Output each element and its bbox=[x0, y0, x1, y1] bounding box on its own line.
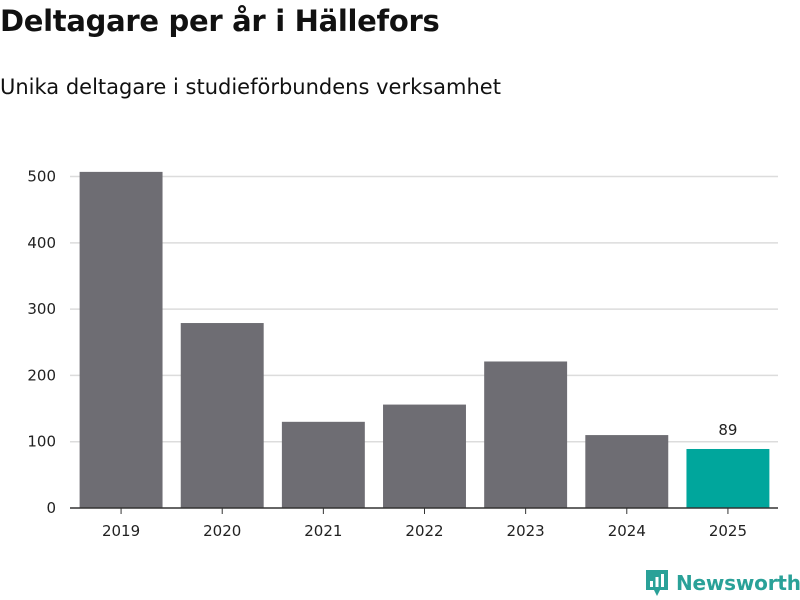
x-tick-label: 2024 bbox=[608, 522, 646, 540]
bar-2021 bbox=[281, 421, 365, 508]
y-tick-label: 300 bbox=[27, 300, 56, 318]
x-tick-label: 2020 bbox=[203, 522, 241, 540]
data-label: 89 bbox=[718, 421, 737, 439]
chart-title: Deltagare per år i Hällefors bbox=[0, 4, 440, 38]
bar-2023 bbox=[484, 361, 568, 508]
bar-2019 bbox=[79, 171, 163, 508]
axes bbox=[70, 507, 778, 514]
brand-name: Newsworthy bbox=[676, 571, 800, 595]
labels: 0 100 200 300 400 500 2019 2020 2021 2022 2023 2024… bbox=[27, 168, 747, 540]
newsworthy-logo: Newsworthy bbox=[644, 568, 800, 598]
bar-2022 bbox=[383, 404, 466, 508]
bars bbox=[79, 171, 770, 508]
bar-2024 bbox=[585, 435, 669, 508]
x-tick-label: 2023 bbox=[507, 522, 545, 540]
x-tick-label: 2022 bbox=[405, 522, 443, 540]
bar-2025 bbox=[686, 448, 770, 508]
y-tick-label: 100 bbox=[27, 433, 56, 451]
x-tick-label: 2019 bbox=[102, 522, 140, 540]
y-tick-label: 500 bbox=[27, 168, 56, 186]
y-tick-label: 200 bbox=[27, 366, 56, 384]
chart-subtitle: Unika deltagare i studieförbundens verks… bbox=[0, 75, 501, 99]
x-tick-label: 2021 bbox=[304, 522, 342, 540]
newsworthy-logo-icon bbox=[646, 570, 668, 596]
grid-lines bbox=[70, 175, 778, 443]
x-tick-label: 2025 bbox=[709, 522, 747, 540]
y-tick-label: 0 bbox=[46, 499, 56, 517]
bar-2020 bbox=[180, 323, 264, 508]
y-tick-label: 400 bbox=[27, 234, 56, 252]
